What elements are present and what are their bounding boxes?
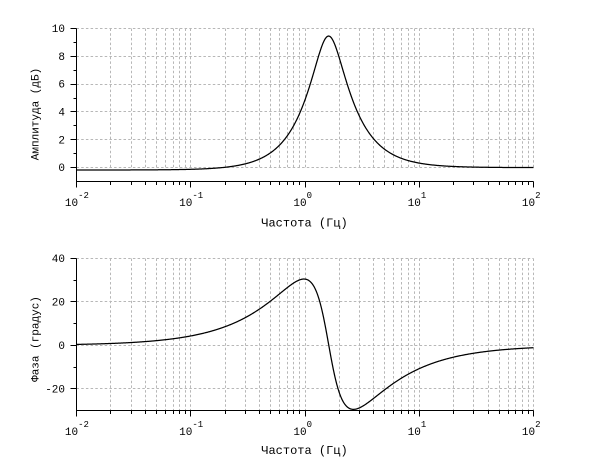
svg-text:-20: -20 <box>45 384 65 396</box>
svg-text:0: 0 <box>58 163 65 175</box>
svg-text:Частота (Гц): Частота (Гц) <box>261 444 347 458</box>
svg-text:Амплитуда (дБ): Амплитуда (дБ) <box>31 68 43 160</box>
svg-text:Фаза (градус): Фаза (градус) <box>31 296 43 382</box>
svg-text:0: 0 <box>58 341 65 353</box>
svg-text:8: 8 <box>58 52 65 64</box>
svg-text:20: 20 <box>52 297 65 309</box>
svg-text:40: 40 <box>52 254 65 266</box>
svg-text:4: 4 <box>58 107 65 119</box>
svg-text:2: 2 <box>58 135 65 147</box>
svg-text:6: 6 <box>58 80 65 92</box>
svg-text:Частота (Гц): Частота (Гц) <box>261 216 347 230</box>
svg-text:10: 10 <box>52 24 65 36</box>
